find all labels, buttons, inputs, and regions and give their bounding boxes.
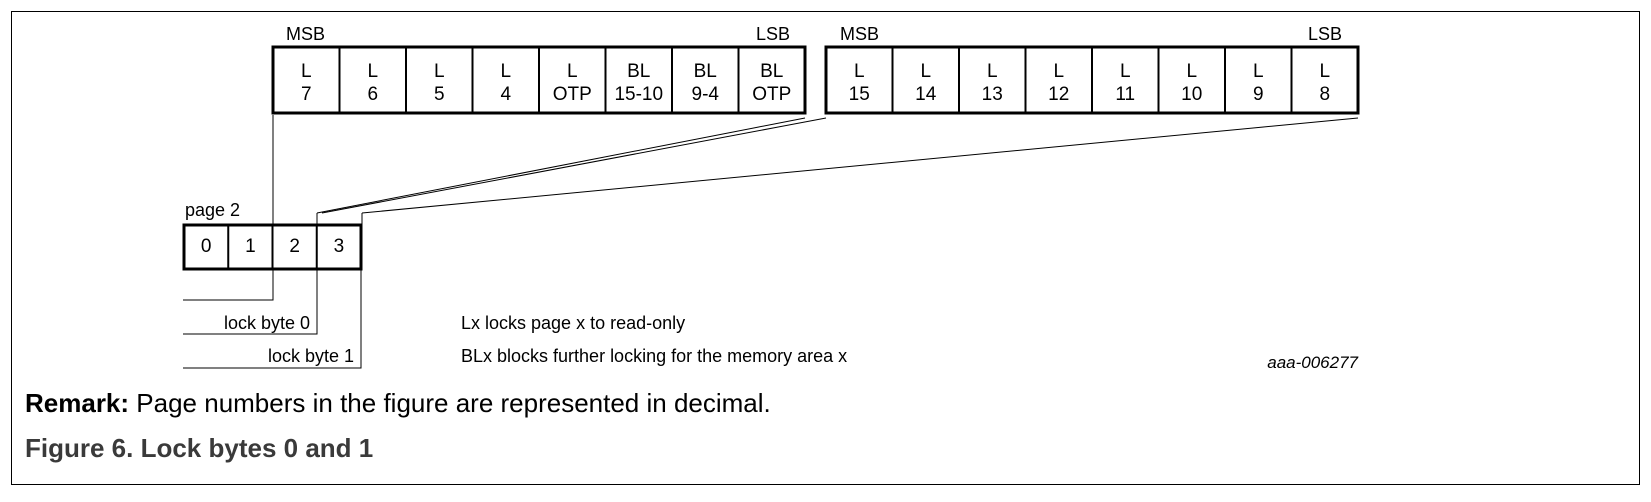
lock-byte-0-cell-top: BL — [694, 61, 717, 82]
lock-byte-0-cell-bottom: 7 — [301, 84, 312, 105]
lock-byte-0-cell-bottom: OTP — [752, 84, 791, 105]
bracket-lock-byte-0 — [183, 269, 318, 335]
msb-label-byte-1: MSB — [840, 24, 879, 44]
remark-label: Remark: — [25, 388, 130, 418]
lock-byte-1-cell-bottom: 9 — [1253, 84, 1264, 105]
lock-byte-1-cell-bottom: 15 — [849, 84, 870, 105]
lock-byte-0-cell-bottom: 9-4 — [692, 84, 720, 105]
lock-byte-0-cell-bottom: 4 — [500, 84, 511, 105]
lock-byte-1-label: lock byte 1 — [268, 346, 354, 366]
lock-byte-0-cell-bottom: 5 — [434, 84, 445, 105]
lock-byte-1-cell-top: L — [1253, 61, 1264, 82]
lock-byte-1-cell-top: L — [920, 61, 931, 82]
lock-byte-1-cell-bottom: 12 — [1048, 84, 1069, 105]
lock-byte-1-cell-top: L — [1186, 61, 1197, 82]
connector-lsb-byte-0 — [316, 117, 806, 214]
page-2-cells: 0 1 2 3 — [182, 223, 363, 271]
lock-byte-0-cell-top: BL — [760, 61, 783, 82]
lock-byte-1-cell-top: L — [1319, 61, 1330, 82]
lock-byte-0-cell-bottom: 15-10 — [614, 84, 663, 105]
lsb-label-byte-0: LSB — [756, 24, 790, 44]
lock-byte-0-cell-top: L — [500, 61, 511, 82]
lock-byte-1-cell-bottom: 11 — [1115, 84, 1135, 105]
msb-label-byte-0: MSB — [286, 24, 325, 44]
lock-byte-0-cell-top: L — [301, 61, 312, 82]
page-label: page 2 — [185, 200, 240, 220]
bracket-first — [183, 269, 274, 301]
page-cell-2: 2 — [289, 236, 300, 257]
lock-byte-1-cell-top: L — [987, 61, 998, 82]
lock-byte-0-cell-top: L — [367, 61, 378, 82]
lock-byte-0-cell-bottom: 6 — [367, 84, 378, 105]
connector-lsb-byte-1 — [361, 117, 1359, 214]
figure-caption: Figure 6. Lock bytes 0 and 1 — [25, 433, 374, 463]
bracket-lock-byte-1 — [183, 269, 362, 369]
lock-byte-0-cell-top: L — [567, 61, 578, 82]
lock-byte-1-cell-bottom: 10 — [1181, 84, 1202, 105]
lock-byte-1-cell-top: L — [854, 61, 865, 82]
legend-blx: BLx blocks further locking for the memor… — [461, 346, 847, 366]
page-cell-1: 1 — [245, 236, 256, 257]
page-cell-3: 3 — [334, 236, 345, 257]
lock-byte-0-cell-top: L — [434, 61, 445, 82]
remark: Remark: Page numbers in the figure are r… — [25, 388, 771, 419]
lock-byte-0-cell-bottom: OTP — [553, 84, 592, 105]
legend-lx: Lx locks page x to read-only — [461, 313, 685, 333]
figure-id: aaa-006277 — [1267, 353, 1358, 372]
lock-byte-0-label: lock byte 0 — [224, 313, 310, 333]
connector-msb-byte-1 — [321, 117, 827, 214]
remark-text: Page numbers in the figure are represent… — [129, 388, 771, 418]
lock-byte-1-cell-top: L — [1120, 61, 1131, 82]
lock-byte-1-cell-bottom: 13 — [982, 84, 1003, 105]
page-cell-0: 0 — [201, 236, 212, 257]
lock-byte-1-cell-top: L — [1053, 61, 1064, 82]
lock-byte-1-cell-bottom: 14 — [915, 84, 937, 105]
lock-byte-1-cell-bottom: 8 — [1319, 84, 1330, 105]
lsb-label-byte-1: LSB — [1308, 24, 1342, 44]
lock-byte-0-cell-top: BL — [627, 61, 650, 82]
